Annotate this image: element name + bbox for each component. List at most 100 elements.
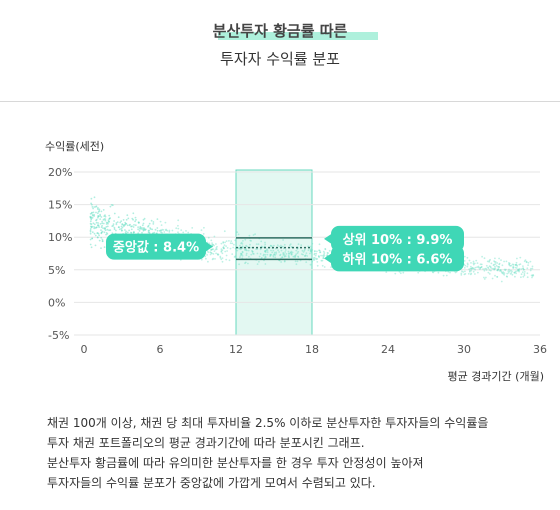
data-point	[168, 229, 171, 232]
data-point	[531, 276, 533, 279]
data-point	[282, 254, 285, 256]
title-highlight	[218, 32, 378, 40]
data-point	[516, 270, 519, 272]
data-point	[180, 229, 183, 231]
data-point	[95, 221, 98, 224]
data-point	[109, 229, 112, 232]
data-point	[101, 222, 104, 225]
data-point	[141, 231, 143, 234]
x-tick-label: 0	[81, 343, 88, 356]
data-point	[232, 246, 235, 249]
data-point	[516, 265, 519, 267]
caption-line: 분산투자 황금률에 따라 유의미한 분산투자를 한 경우 투자 안정성이 높아져	[47, 456, 424, 470]
data-point	[99, 215, 102, 217]
data-point	[493, 268, 496, 270]
data-point	[244, 262, 246, 265]
data-point	[518, 263, 521, 266]
data-point	[150, 219, 153, 222]
data-point	[297, 255, 299, 258]
data-point	[531, 265, 534, 268]
data-point	[252, 252, 254, 255]
data-point	[211, 248, 213, 251]
data-point	[137, 228, 140, 231]
data-point	[96, 232, 99, 234]
data-point	[264, 241, 266, 244]
data-point	[509, 265, 512, 267]
label-pointer	[324, 232, 333, 245]
data-point	[96, 236, 99, 239]
data-point	[498, 262, 501, 265]
data-point	[273, 253, 276, 256]
data-point	[264, 256, 267, 258]
data-point	[223, 247, 225, 250]
data-point	[498, 263, 501, 266]
data-point	[432, 271, 435, 274]
data-point	[101, 220, 103, 223]
data-point	[522, 267, 524, 270]
data-point	[94, 227, 97, 229]
data-point	[249, 246, 252, 249]
data-point	[294, 256, 296, 259]
data-point	[241, 250, 244, 253]
data-point	[93, 223, 96, 226]
data-point	[97, 224, 100, 227]
data-point	[290, 253, 293, 256]
data-point	[323, 254, 326, 257]
data-point	[258, 260, 260, 263]
data-point	[498, 257, 500, 260]
data-point	[98, 234, 100, 237]
data-point	[290, 246, 293, 248]
data-point	[322, 250, 325, 253]
data-point	[236, 249, 239, 252]
data-point	[471, 266, 474, 269]
data-point	[95, 211, 97, 214]
data-point	[520, 276, 522, 279]
data-point	[493, 260, 495, 262]
data-point	[474, 268, 476, 271]
data-point	[245, 249, 247, 252]
data-point	[526, 272, 529, 275]
data-point	[266, 253, 269, 256]
data-point	[330, 266, 332, 268]
data-point	[101, 224, 103, 227]
data-point	[402, 271, 405, 274]
data-point	[221, 249, 224, 252]
data-point	[220, 250, 223, 252]
data-point	[222, 241, 225, 243]
data-point	[185, 230, 187, 232]
data-point	[266, 249, 269, 252]
data-point	[224, 241, 227, 244]
data-point	[249, 239, 252, 242]
data-point	[177, 224, 179, 227]
median-label-text: 중앙값 : 8.4%	[113, 240, 199, 256]
data-point	[90, 197, 93, 200]
data-point	[89, 243, 92, 246]
data-point	[225, 240, 228, 242]
data-point	[522, 267, 524, 270]
page-subtitle: 투자자 수익률 분포	[220, 50, 340, 68]
data-point	[487, 266, 489, 269]
label-background	[331, 225, 464, 252]
data-point	[522, 265, 524, 267]
data-point	[320, 254, 322, 257]
data-point	[513, 272, 516, 274]
data-point	[113, 228, 116, 231]
data-point	[480, 263, 483, 266]
data-point	[147, 225, 149, 228]
data-point	[449, 271, 451, 274]
data-point	[240, 253, 242, 256]
data-point	[524, 259, 527, 261]
data-point	[278, 245, 281, 248]
data-point	[514, 266, 517, 269]
data-point	[96, 212, 99, 215]
data-point	[261, 246, 264, 249]
data-point	[468, 269, 471, 272]
data-point	[281, 256, 284, 259]
data-point	[508, 264, 511, 266]
data-point	[100, 216, 103, 218]
data-point	[97, 210, 100, 213]
data-point	[222, 246, 225, 249]
data-point	[100, 226, 103, 229]
data-point	[498, 266, 501, 268]
data-point	[213, 250, 216, 253]
